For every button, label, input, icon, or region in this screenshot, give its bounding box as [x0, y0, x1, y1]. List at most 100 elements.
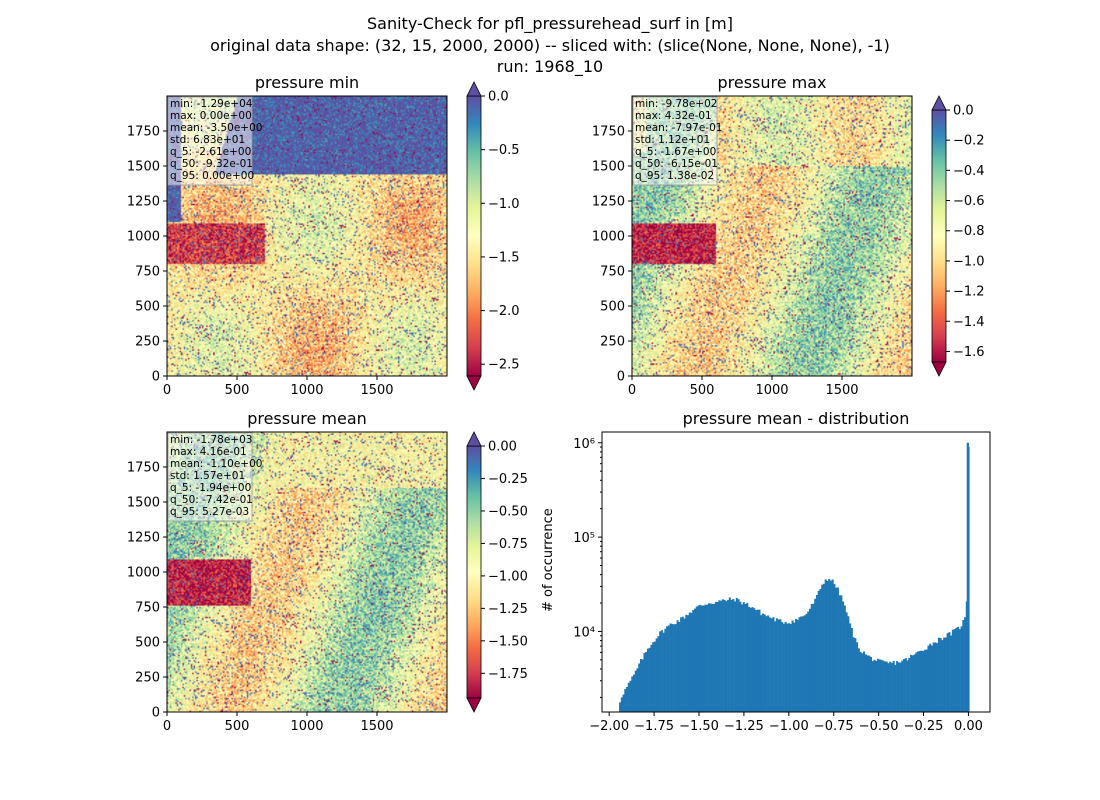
- histogram-bar: [734, 601, 737, 712]
- histogram-bar: [639, 658, 643, 712]
- histogram-bar: [826, 580, 829, 712]
- histogram-bar: [737, 599, 740, 712]
- histogram-bar: [704, 604, 707, 712]
- y-tick-label: 500: [600, 300, 625, 315]
- histogram-bar: [833, 584, 836, 712]
- histogram-bar: [660, 630, 663, 712]
- y-tick-label: 0: [152, 370, 160, 385]
- stats-line: std: 1.12e+01: [635, 134, 710, 146]
- colorbar-tick-label: −1.5: [488, 250, 520, 265]
- figure-title-line-1: Sanity-Check for pfl_pressurehead_surf i…: [367, 14, 733, 33]
- x-tick-label: 1000: [290, 383, 323, 398]
- histogram-bar: [838, 595, 841, 712]
- histogram-bar: [735, 597, 738, 712]
- colorbar-tick-label: −1.50: [488, 634, 528, 649]
- x-tick-label: 1500: [360, 383, 393, 398]
- histogram-bar: [850, 627, 853, 712]
- histogram-bar: [821, 584, 824, 712]
- y-tick-label: 750: [600, 265, 625, 280]
- colorbar-tick-label: −1.4: [953, 315, 985, 330]
- stats-line: q_50: -9.32e-01: [170, 158, 253, 170]
- colorbar-tick-label: 0.0: [488, 90, 509, 105]
- stats-line: q_50: -7.42e-01: [170, 494, 253, 506]
- histogram-bar: [770, 618, 773, 712]
- histogram-bar: [885, 661, 888, 712]
- colorbar-tick-label: −0.6: [953, 194, 985, 209]
- histogram-bar: [880, 659, 883, 712]
- stats-box: [167, 96, 253, 186]
- y-tick-label: 750: [135, 601, 160, 616]
- histogram-bar: [908, 657, 911, 712]
- histogram-bar: [669, 623, 672, 712]
- histogram-bar: [960, 626, 963, 712]
- histogram-bar: [943, 637, 946, 712]
- histogram-bar: [620, 697, 623, 712]
- histogram-bar: [915, 652, 918, 712]
- histogram-bar: [695, 606, 698, 712]
- histogram-bar: [760, 615, 763, 712]
- figure-title-line-3: run: 1968_10: [496, 57, 604, 76]
- colorbar-tick-label: −1.75: [488, 667, 528, 682]
- histogram-bar: [903, 659, 906, 712]
- histogram-bar: [932, 642, 935, 712]
- histogram-bar: [863, 651, 866, 712]
- histogram-bar: [957, 626, 960, 712]
- histogram-bar: [852, 637, 855, 712]
- histogram-bar: [655, 638, 658, 712]
- histogram-bar: [732, 599, 735, 712]
- histogram-bar: [883, 661, 886, 712]
- histogram-bar: [869, 656, 873, 712]
- x-tick-label: −1.75: [634, 719, 674, 734]
- x-tick-label: 500: [690, 383, 715, 398]
- x-tick-label: −0.25: [904, 719, 944, 734]
- figure-title-line-2: original data shape: (32, 15, 2000, 2000…: [210, 36, 890, 55]
- histogram-bar: [922, 650, 925, 712]
- colorbar-extend-min: [466, 375, 482, 391]
- histogram-bar: [917, 651, 920, 712]
- histogram-bar: [929, 643, 932, 712]
- histogram-bar: [878, 659, 881, 712]
- colorbar-tick-label: −1.0: [488, 197, 520, 212]
- y-tick-label: 10⁶: [573, 437, 595, 452]
- heatmap-panel-0: pressure min 0 500 1000 1500 0 250 500 750 1000 12…: [127, 73, 520, 398]
- histogram-bar: [920, 650, 923, 712]
- histogram-bar: [812, 603, 815, 712]
- histogram-bar: [707, 603, 710, 712]
- stats-line: mean: -3.50e+00: [170, 122, 262, 134]
- histogram-bar: [721, 599, 724, 712]
- y-tick-label: 250: [135, 671, 160, 686]
- histogram-bar: [774, 621, 777, 712]
- histogram-bar: [753, 608, 756, 712]
- histogram-bar: [840, 595, 843, 712]
- histogram-bar: [638, 663, 641, 712]
- histogram-bar: [805, 613, 808, 712]
- x-tick-label: 1000: [755, 383, 788, 398]
- histogram-bar: [702, 605, 705, 712]
- histogram-bar: [741, 604, 744, 712]
- histogram-bar: [802, 616, 805, 712]
- histogram-bar: [868, 655, 871, 712]
- stats-line: q_95: 5.27e-03: [170, 506, 249, 518]
- histogram-bar: [966, 442, 969, 712]
- histogram-bar: [676, 620, 679, 712]
- stats-box: [632, 96, 718, 186]
- stats-line: max: 0.00e+00: [170, 110, 252, 122]
- histogram-bar: [856, 642, 859, 712]
- y-tick-label: 1000: [127, 566, 160, 581]
- colorbar: [466, 445, 482, 699]
- histogram-bar: [716, 601, 719, 712]
- heatmap-panel-2: pressure mean 0 500 1000 1500 0 250 500 750 1000 1…: [127, 409, 528, 734]
- stats-line: q_5: -1.67e+00: [635, 146, 716, 158]
- histogram-bar: [700, 605, 704, 712]
- histogram-bar: [923, 649, 927, 712]
- histogram-bar: [950, 635, 953, 712]
- histogram-bar: [622, 694, 625, 712]
- colorbar-extend-max: [466, 431, 482, 447]
- y-tick-label: 0: [152, 706, 160, 721]
- histogram-bar: [746, 602, 749, 712]
- histogram-panel: pressure mean - distribution −2.00 −1.75 −1…: [541, 409, 991, 734]
- histogram-bar: [887, 663, 890, 712]
- histogram-bar: [680, 617, 683, 712]
- histogram-bar: [822, 583, 825, 712]
- x-tick-label: 0: [628, 383, 636, 398]
